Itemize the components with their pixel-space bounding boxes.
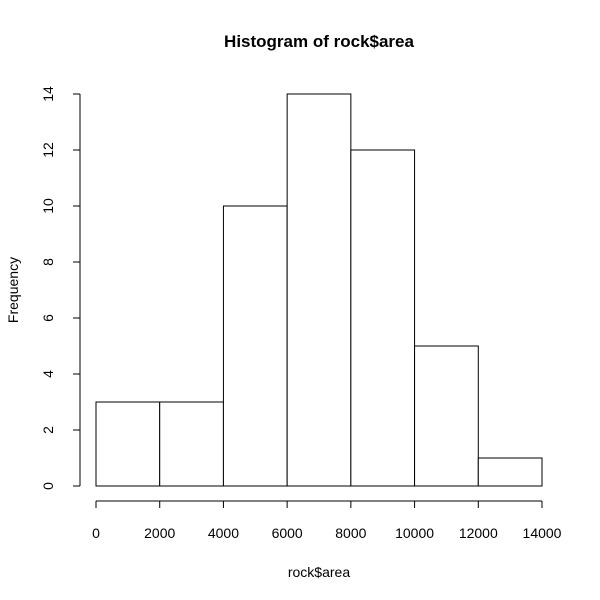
x-tick-label: 12000: [459, 525, 498, 541]
y-tick-label: 4: [40, 370, 56, 378]
x-tick-label: 14000: [523, 525, 562, 541]
x-tick-label: 6000: [272, 525, 303, 541]
x-tick-label: 0: [92, 525, 100, 541]
y-axis: 0 2 4 6 8 10 12 14: [40, 86, 81, 490]
histogram-bar: [477, 457, 543, 487]
x-axis: 0 2000 4000 6000 8000 10000 12000 14000: [92, 500, 562, 541]
x-tick-label: 8000: [335, 525, 366, 541]
y-tick-label: 0: [40, 482, 56, 490]
y-tick-label: 14: [40, 86, 56, 102]
chart-title: Histogram of rock$area: [224, 32, 414, 51]
x-tick-label: 2000: [144, 525, 175, 541]
y-tick-label: 2: [40, 426, 56, 434]
histogram-bar: [95, 401, 161, 487]
histogram-bar: [350, 149, 416, 487]
y-tick-label: 12: [40, 142, 56, 158]
histogram-bar: [159, 401, 224, 487]
histogram-bar: [286, 93, 352, 487]
histogram-bar: [222, 205, 288, 487]
histogram-bar: [414, 345, 479, 487]
bars-group: [95, 93, 543, 487]
x-axis-label: rock$area: [288, 564, 350, 580]
y-tick-label: 8: [40, 258, 56, 266]
y-tick-label: 6: [40, 314, 56, 322]
x-tick-label: 4000: [208, 525, 239, 541]
x-tick-label: 10000: [395, 525, 434, 541]
y-axis-label: Frequency: [5, 257, 21, 323]
y-tick-label: 10: [40, 198, 56, 214]
